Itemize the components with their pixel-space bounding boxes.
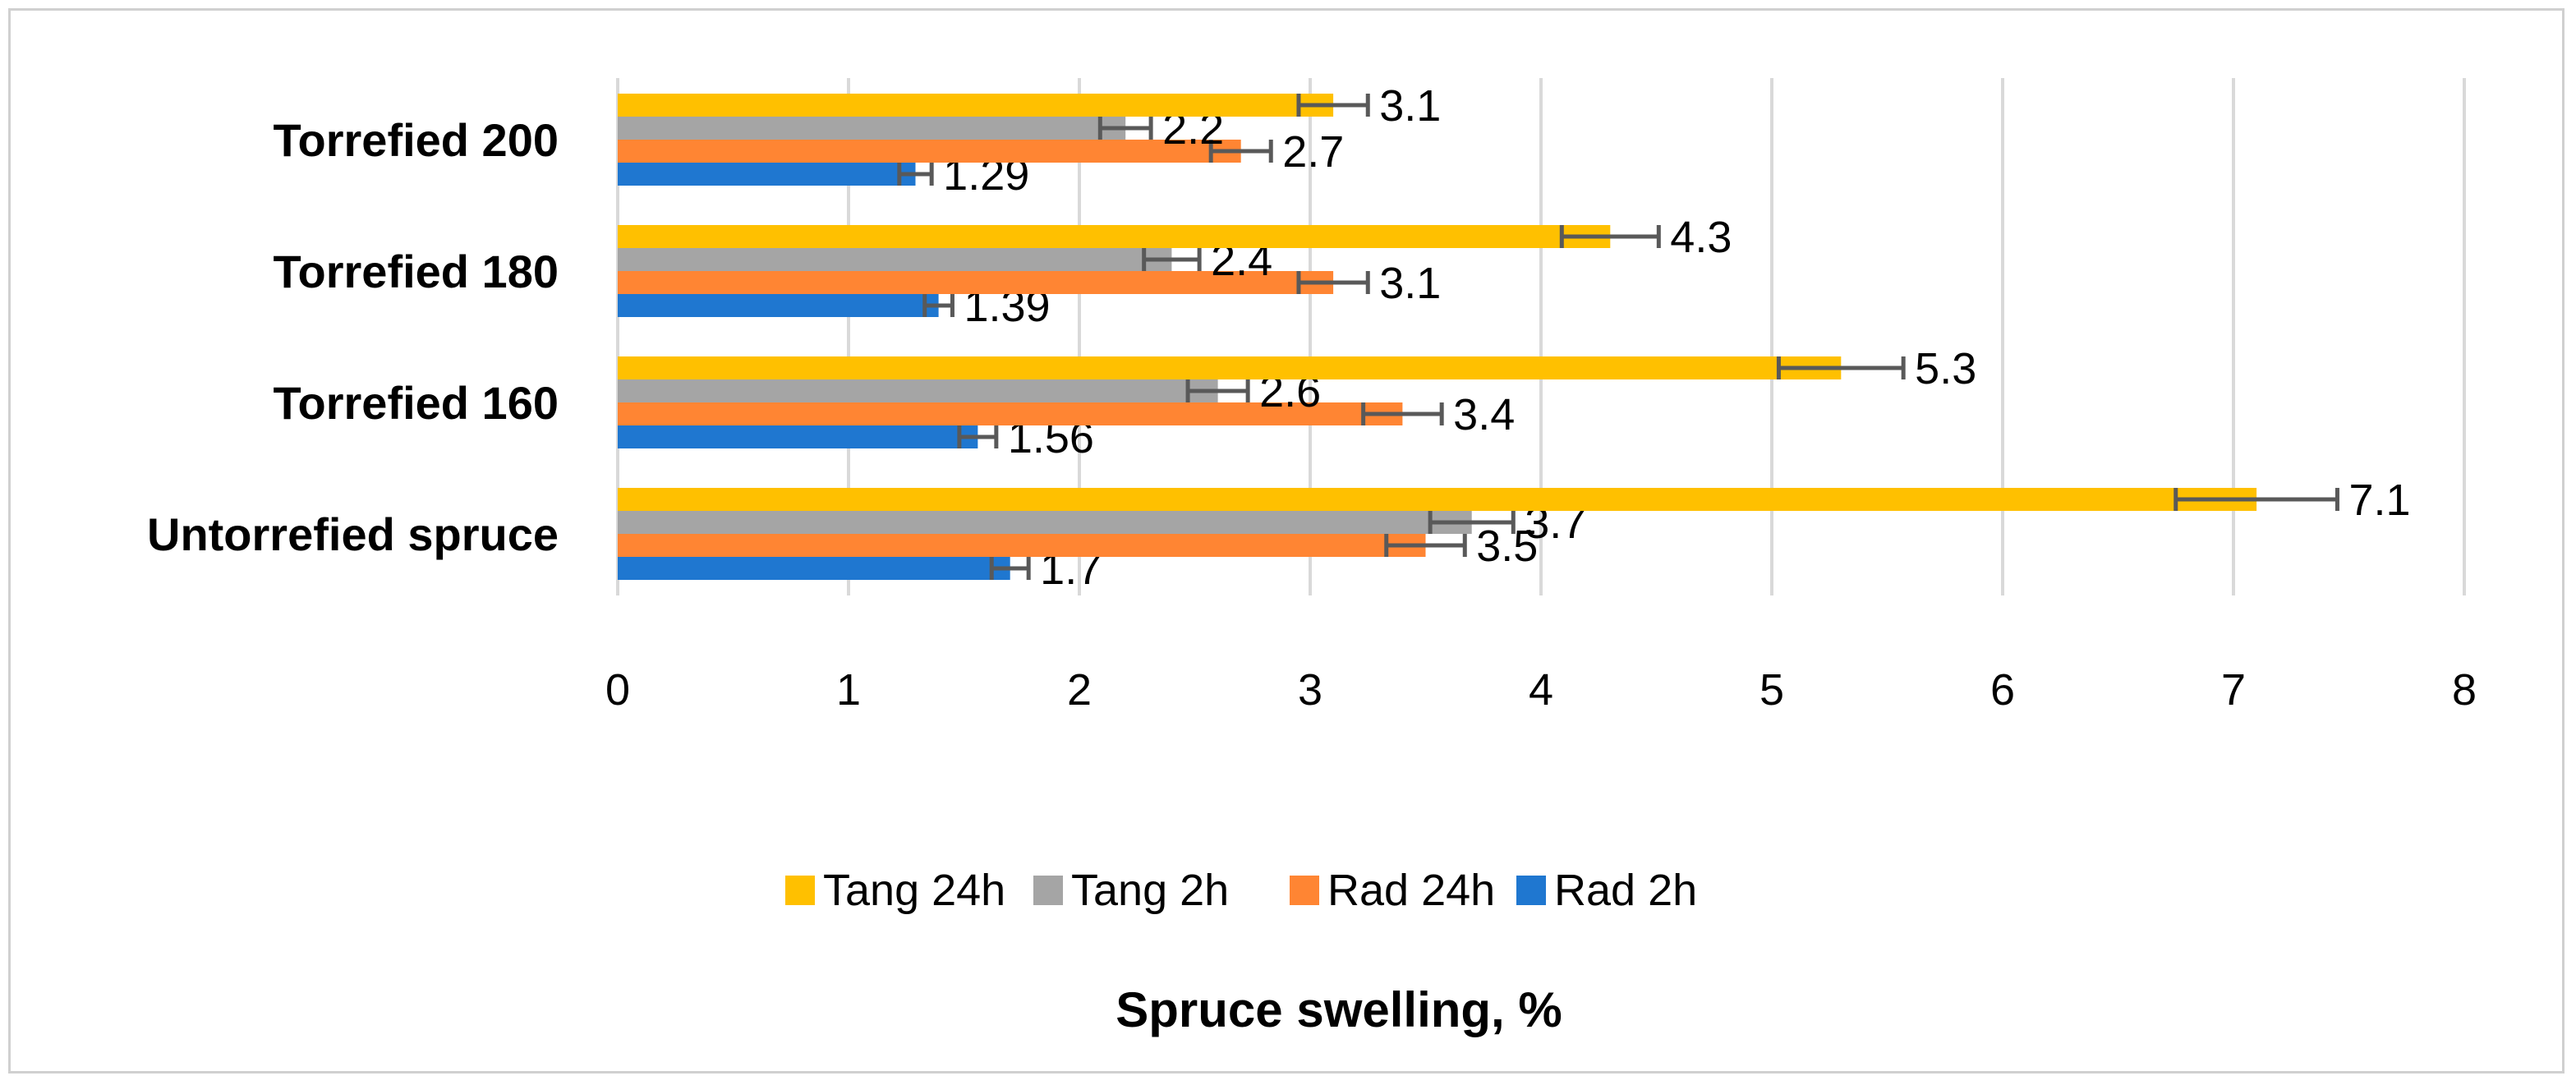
data-label-tang-24h-1: 5.3 — [1915, 344, 1976, 393]
category-label-1: Torrefied 160 — [273, 377, 559, 429]
x-axis-title: Spruce swelling, % — [1116, 982, 1562, 1037]
bar-rad-2h-1 — [618, 425, 978, 448]
bar-rad-24h-3 — [618, 140, 1241, 163]
bar-tang-2h-3 — [618, 117, 1126, 140]
bar-tang-24h-2 — [618, 225, 1611, 248]
legend-swatch-rad-2h — [1516, 876, 1546, 905]
bar-rad-24h-2 — [618, 271, 1334, 294]
x-tick-label-2: 2 — [1067, 665, 1092, 715]
data-label-tang-24h-2: 4.3 — [1670, 213, 1732, 262]
bar-tang-2h-2 — [618, 248, 1172, 271]
x-tick-label-1: 1 — [836, 665, 861, 715]
bar-rad-2h-0 — [618, 557, 1010, 580]
legend-swatch-rad-24h — [1290, 876, 1319, 905]
x-tick-label-8: 8 — [2452, 665, 2477, 715]
legend-label-rad-24h: Rad 24h — [1327, 866, 1495, 915]
legend-swatch-tang-24h — [785, 876, 815, 905]
bar-tang-24h-0 — [618, 488, 2257, 511]
x-tick-label-3: 3 — [1298, 665, 1322, 715]
x-tick-label-4: 4 — [1529, 665, 1553, 715]
data-label-rad-24h-3: 2.7 — [1282, 127, 1344, 177]
legend-swatch-tang-2h — [1033, 876, 1063, 905]
legend-label-tang-24h: Tang 24h — [823, 866, 1005, 915]
legend-label-tang-2h: Tang 2h — [1071, 866, 1229, 915]
bar-rad-2h-3 — [618, 163, 916, 186]
bar-tang-2h-0 — [618, 511, 1472, 534]
bar-rad-24h-1 — [618, 402, 1403, 425]
x-tick-label-5: 5 — [1760, 665, 1784, 715]
category-label-2: Torrefied 180 — [273, 246, 559, 297]
x-tick-label-7: 7 — [2221, 665, 2246, 715]
data-label-rad-24h-0: 3.5 — [1476, 522, 1538, 571]
data-label-rad-24h-2: 3.1 — [1379, 259, 1441, 308]
bar-tang-24h-3 — [618, 94, 1334, 117]
bar-tang-2h-1 — [618, 379, 1218, 402]
data-label-tang-24h-3: 3.1 — [1379, 81, 1441, 131]
x-tick-label-0: 0 — [605, 665, 630, 715]
x-tick-label-6: 6 — [1990, 665, 2015, 715]
bar-tang-24h-1 — [618, 356, 1842, 379]
category-label-3: Torrefied 200 — [273, 114, 559, 166]
bar-rad-2h-2 — [618, 294, 939, 317]
data-label-rad-24h-1: 3.4 — [1453, 390, 1515, 439]
category-label-0: Untorrefied spruce — [147, 508, 559, 560]
legend-label-rad-2h: Rad 2h — [1554, 866, 1697, 915]
data-label-tang-24h-0: 7.1 — [2348, 476, 2410, 525]
bar-rad-24h-0 — [618, 534, 1426, 557]
